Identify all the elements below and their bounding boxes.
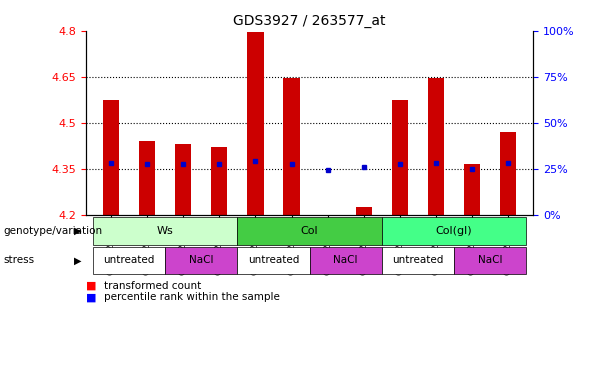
Text: untreated: untreated bbox=[104, 255, 155, 265]
Bar bbox=[166, 247, 237, 274]
Bar bbox=[175, 144, 191, 215]
Bar bbox=[500, 132, 516, 215]
Bar bbox=[454, 247, 526, 274]
Text: ■: ■ bbox=[86, 281, 96, 291]
Bar bbox=[310, 247, 382, 274]
Bar bbox=[211, 147, 227, 215]
Bar bbox=[392, 100, 408, 215]
Bar bbox=[356, 207, 372, 215]
Bar bbox=[319, 215, 336, 243]
Text: percentile rank within the sample: percentile rank within the sample bbox=[104, 292, 280, 302]
Bar bbox=[382, 247, 454, 274]
Text: transformed count: transformed count bbox=[104, 281, 202, 291]
Text: untreated: untreated bbox=[248, 255, 299, 265]
Bar bbox=[103, 100, 119, 215]
Text: ▶: ▶ bbox=[74, 226, 81, 236]
Text: NaCl: NaCl bbox=[333, 255, 358, 265]
Text: NaCl: NaCl bbox=[189, 255, 213, 265]
Bar bbox=[139, 141, 155, 215]
Text: genotype/variation: genotype/variation bbox=[3, 226, 102, 236]
Text: Col(gl): Col(gl) bbox=[436, 226, 472, 236]
Text: untreated: untreated bbox=[392, 255, 444, 265]
Bar bbox=[247, 32, 264, 215]
Title: GDS3927 / 263577_at: GDS3927 / 263577_at bbox=[234, 14, 386, 28]
Text: ▶: ▶ bbox=[74, 255, 81, 265]
Bar bbox=[382, 217, 526, 245]
Bar bbox=[93, 247, 166, 274]
Bar bbox=[237, 247, 310, 274]
Bar bbox=[237, 217, 382, 245]
Bar bbox=[283, 78, 300, 215]
Bar bbox=[428, 78, 444, 215]
Text: NaCl: NaCl bbox=[478, 255, 502, 265]
Bar bbox=[464, 164, 480, 215]
Bar bbox=[93, 217, 237, 245]
Text: Ws: Ws bbox=[157, 226, 173, 236]
Text: stress: stress bbox=[3, 255, 34, 265]
Text: ■: ■ bbox=[86, 292, 96, 302]
Text: Col: Col bbox=[301, 226, 318, 236]
